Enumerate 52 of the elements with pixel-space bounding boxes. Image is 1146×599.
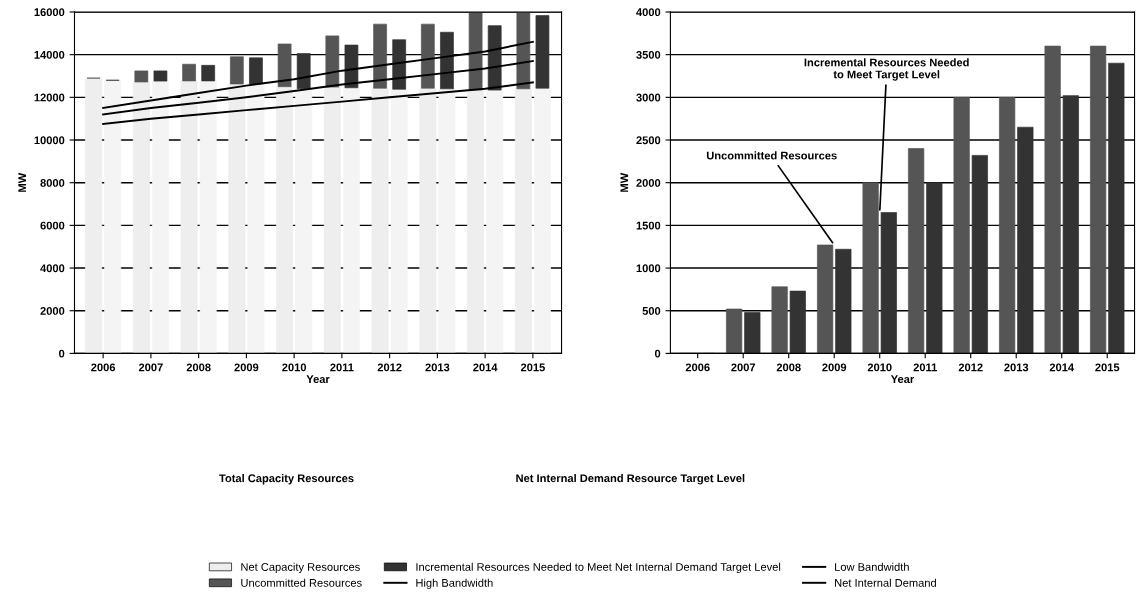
- text: Net Internal Demand Resource Target Level: [516, 474, 745, 485]
- y-tick-label: 6000: [40, 221, 65, 230]
- y-tick-label: 3500: [636, 50, 661, 59]
- y-tick-label: 4000: [636, 8, 661, 17]
- annotation: Uncommitted Resources: [706, 151, 837, 160]
- legend-label: Incremental Resources Needed to Meet Net Internal Demand Target Level: [416, 562, 781, 574]
- y-tick-label: 10000: [34, 136, 65, 145]
- x-tick-label: 2014: [473, 363, 498, 372]
- x-tick-label: 2009: [822, 363, 847, 372]
- y-tick-label: 0: [59, 349, 65, 358]
- y-axis-title: MW: [620, 172, 629, 192]
- legend-label: High Bandwidth: [416, 578, 493, 589]
- y-tick-label: 16000: [34, 8, 65, 17]
- y-tick-label: 1500: [636, 221, 661, 230]
- y-tick-label: 2000: [636, 178, 661, 187]
- y-tick-label: 500: [642, 307, 661, 315]
- y-tick-label: 14000: [34, 50, 65, 59]
- x-axis-title: Year: [890, 375, 915, 384]
- x-tick-label: 2015: [520, 363, 545, 372]
- y-tick-label: 8000: [40, 178, 65, 187]
- x-tick-label: 2013: [1004, 363, 1029, 372]
- y-tick-label: 2500: [636, 136, 661, 145]
- y-tick-label: 2000: [40, 307, 65, 315]
- x-tick-label: 2012: [958, 363, 983, 372]
- x-tick-label: 2012: [377, 363, 402, 372]
- x-tick-label: 2013: [425, 363, 450, 372]
- text: Total Capacity Resources: [219, 474, 354, 485]
- x-axis-title: Year: [306, 375, 330, 384]
- legend-label: Net Internal Demand: [835, 578, 936, 587]
- x-tick-label: 2009: [234, 363, 259, 372]
- legend-label: Uncommitted Resources: [241, 578, 362, 587]
- legend-label: Low Bandwidth: [835, 562, 909, 571]
- x-tick-label: 2010: [282, 363, 307, 372]
- x-tick-label: 2008: [776, 363, 801, 372]
- annotation: Incremental Resources Needed to Meet Target Level: [804, 58, 969, 81]
- x-tick-label: 2006: [685, 363, 710, 372]
- x-tick-label: 2014: [1049, 363, 1075, 372]
- y-tick-label: 1000: [636, 264, 661, 273]
- x-tick-label: 2007: [138, 363, 163, 372]
- x-tick-label: 2006: [91, 363, 116, 372]
- x-tick-label: 2008: [186, 363, 211, 372]
- x-tick-label: 2011: [330, 363, 354, 372]
- y-axis-title: MW: [18, 172, 27, 192]
- y-tick-label: 12000: [34, 93, 65, 102]
- x-tick-label: 2010: [867, 363, 892, 372]
- y-tick-label: 0: [654, 349, 661, 358]
- y-tick-label: 3000: [636, 93, 661, 102]
- legend-label: Net Capacity Resources: [241, 562, 360, 574]
- x-tick-label: 2011: [913, 363, 937, 372]
- x-tick-label: 2007: [731, 363, 756, 372]
- y-tick-label: 4000: [40, 264, 65, 273]
- x-tick-label: 2015: [1095, 363, 1120, 372]
